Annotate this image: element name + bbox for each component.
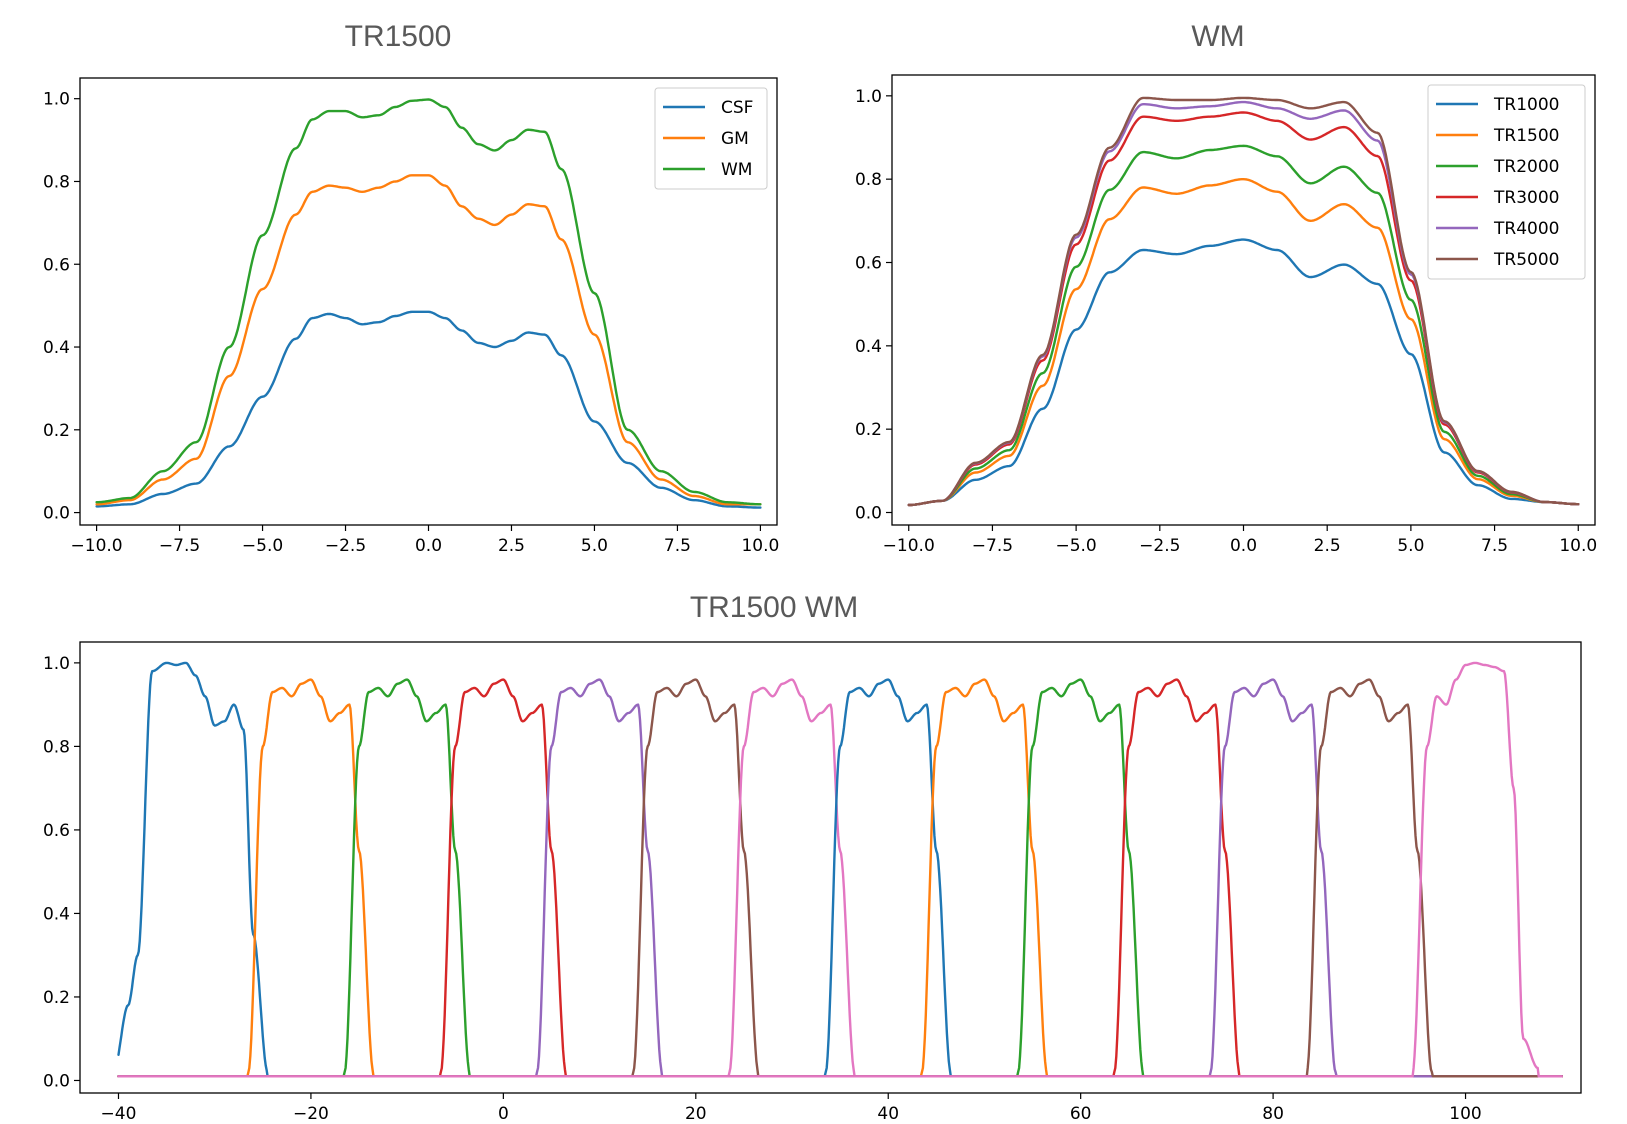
- legend-label: TR1500: [1493, 126, 1559, 146]
- x-tick-label: 100: [1449, 1104, 1481, 1124]
- x-tick-label: −10.0: [71, 536, 123, 556]
- legend-label: TR3000: [1493, 188, 1559, 208]
- series-line-slice-14: [117, 661, 1563, 1078]
- y-tick-label: 0.6: [43, 821, 70, 841]
- y-tick-label: 0.4: [43, 338, 70, 358]
- x-tick-label: 7.5: [664, 536, 691, 556]
- chart-title-tr1500: TR1500: [345, 20, 452, 53]
- series-line-slice-10: [117, 678, 1563, 1078]
- series-line-slice-1: [117, 661, 1563, 1078]
- legend-label: CSF: [721, 98, 753, 118]
- series-line-slice-6: [117, 678, 1563, 1078]
- axes-frame: [79, 641, 1582, 1094]
- x-tick-label: 20: [685, 1104, 707, 1124]
- series-line-slice-11: [117, 678, 1563, 1078]
- chart-wm: −10.0 −7.5 −5.0 −2.5 0.0 2.5 5.0 7.5 10.0 0.0 0.2 0…: [855, 74, 1597, 556]
- x-tick-label: 2.5: [1314, 536, 1341, 556]
- y-tick-label: 0.4: [43, 904, 70, 924]
- y-tick-label: 0.4: [855, 337, 882, 357]
- x-tick-label: −7.5: [972, 536, 1013, 556]
- legend-label: TR1000: [1493, 95, 1559, 115]
- legend: [1427, 84, 1586, 280]
- series-line-tr5000: [907, 96, 1580, 507]
- legend-label: GM: [721, 129, 749, 149]
- x-tick-label: 2.5: [498, 536, 525, 556]
- y-tick-label: 0.2: [43, 988, 70, 1008]
- series-line-slice-4: [117, 678, 1563, 1078]
- x-tick-label: −20: [293, 1104, 329, 1124]
- y-tick-label: 0.0: [43, 1071, 70, 1091]
- legend-label: TR4000: [1493, 219, 1559, 239]
- x-tick-label: −10.0: [883, 536, 935, 556]
- y-tick-label: 0.2: [855, 420, 882, 440]
- chart-title-tr1500-wm: TR1500 WM: [690, 591, 858, 624]
- x-tick-label: 60: [1070, 1104, 1092, 1124]
- chart-title-wm: WM: [1191, 20, 1244, 53]
- x-tick-label: 0.0: [415, 536, 442, 556]
- series-line-slice-2: [117, 678, 1563, 1078]
- x-tick-label: −40: [101, 1104, 137, 1124]
- y-tick-label: 0.8: [43, 737, 70, 757]
- y-tick-label: 1.0: [43, 654, 70, 674]
- series-line-slice-3: [117, 678, 1563, 1078]
- series-line-slice-12: [117, 678, 1563, 1078]
- x-tick-label: 10.0: [741, 536, 779, 556]
- series-line-slice-5: [117, 678, 1563, 1078]
- y-tick-label: 1.0: [855, 87, 882, 107]
- legend: [654, 87, 768, 190]
- x-tick-label: −7.5: [159, 536, 200, 556]
- legend-label: TR5000: [1493, 250, 1559, 270]
- y-tick-label: 0.0: [855, 504, 882, 524]
- y-tick-label: 0.0: [43, 504, 70, 524]
- series-line-tr2000: [907, 144, 1580, 507]
- y-tick-label: 0.6: [43, 255, 70, 275]
- x-tick-label: 40: [877, 1104, 899, 1124]
- x-tick-label: −5.0: [1055, 536, 1096, 556]
- series-line-slice-7: [117, 678, 1563, 1078]
- series-line-slice-13: [117, 678, 1563, 1078]
- x-tick-label: 5.0: [1397, 536, 1424, 556]
- y-tick-label: 0.8: [43, 172, 70, 192]
- legend-label: TR2000: [1493, 157, 1559, 177]
- chart-tr1500: −10.0 −7.5 −5.0 −2.5 0.0 2.5 5.0 7.5 10.0 0.0 0.2 0…: [43, 77, 779, 556]
- x-tick-label: 80: [1262, 1104, 1284, 1124]
- series-line-slice-8: [117, 678, 1563, 1078]
- y-tick-label: 1.0: [43, 90, 70, 110]
- chart-tr1500-wm: −40 −20 0 20 40 60 80 100 0.0 0.2 0.4 0.6 0.8 1.0: [43, 641, 1582, 1124]
- series-line-tr1000: [907, 238, 1580, 507]
- series-line-csf: [95, 310, 762, 509]
- x-tick-label: 10.0: [1559, 536, 1597, 556]
- series-line-wm: [95, 98, 762, 506]
- series-line-slice-9: [117, 678, 1563, 1078]
- y-tick-label: 0.8: [855, 170, 882, 190]
- x-tick-label: −2.5: [1139, 536, 1180, 556]
- series-line-gm: [95, 174, 762, 506]
- series-line-tr1500: [907, 178, 1580, 507]
- x-tick-label: −2.5: [325, 536, 366, 556]
- x-tick-label: 0.0: [1230, 536, 1257, 556]
- y-tick-label: 0.2: [43, 421, 70, 441]
- legend-label: WM: [721, 160, 752, 180]
- x-tick-label: −5.0: [242, 536, 283, 556]
- x-tick-label: 5.0: [581, 536, 608, 556]
- x-tick-label: 7.5: [1481, 536, 1508, 556]
- y-tick-label: 0.6: [855, 254, 882, 274]
- x-tick-label: 0: [498, 1104, 509, 1124]
